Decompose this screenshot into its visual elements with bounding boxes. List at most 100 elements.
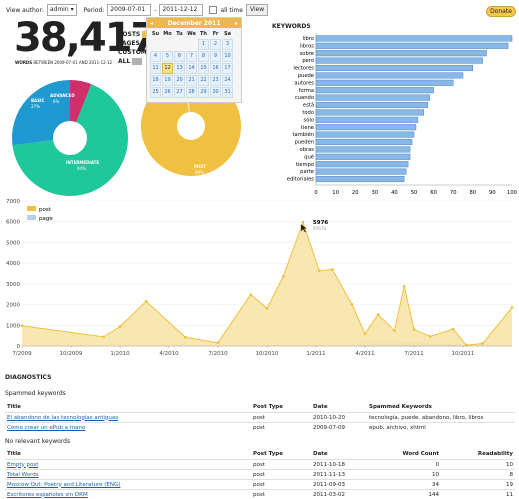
calendar-day[interactable]: 22	[198, 75, 209, 86]
calendar-day[interactable]: 15	[198, 63, 209, 74]
calendar-day[interactable]: 14	[186, 63, 197, 74]
diagnostics-title: DIAGNOSTICS	[5, 374, 51, 381]
series-post-point[interactable]	[282, 275, 285, 278]
calendar-day[interactable]: 7	[186, 51, 197, 62]
calendar-day[interactable]: 12	[162, 63, 173, 74]
keyword-bar[interactable]	[316, 124, 416, 130]
series-post-point[interactable]	[413, 328, 416, 331]
keyword-bar[interactable]	[316, 176, 404, 182]
view-button[interactable]: View	[246, 4, 268, 16]
weekday-label: We	[186, 30, 197, 38]
calendar-day[interactable]: 20	[174, 75, 185, 86]
series-post-point[interactable]	[511, 306, 514, 309]
cell-date: 2011-09-03	[311, 480, 367, 490]
keyword-bar[interactable]	[316, 154, 410, 160]
alltime-checkbox[interactable]	[209, 6, 217, 14]
calendar-day[interactable]: 3	[222, 39, 233, 50]
calendar-day[interactable]: 6	[174, 51, 185, 62]
keyword-bar[interactable]	[316, 117, 418, 123]
series-post-point[interactable]	[145, 300, 148, 303]
donate-button[interactable]: Donate	[486, 6, 516, 17]
keyword-bar[interactable]	[316, 95, 430, 101]
calendar-day[interactable]: 2	[210, 39, 221, 50]
series-post-point[interactable]	[302, 221, 305, 224]
calendar-day[interactable]: 23	[210, 75, 221, 86]
calendar-day[interactable]: 10	[222, 51, 233, 62]
calendar-day[interactable]: 11	[150, 63, 161, 74]
weekday-label: Sa	[222, 30, 233, 38]
calendar-day[interactable]: 27	[174, 87, 185, 98]
series-post-point[interactable]	[331, 268, 334, 271]
cell-readability: 19	[441, 480, 515, 490]
series-post-point[interactable]	[364, 332, 367, 335]
keyword-bar[interactable]	[316, 43, 508, 49]
calendar-day[interactable]: 13	[174, 63, 185, 74]
series-post-point[interactable]	[184, 336, 187, 339]
keyword-bar[interactable]	[316, 169, 406, 175]
calendar-day[interactable]: 18	[150, 75, 161, 86]
calendar-day[interactable]: 30	[210, 87, 221, 98]
cell-word-count: 34	[367, 480, 441, 490]
series-post-point[interactable]	[452, 328, 455, 331]
calendar-day[interactable]: 1	[198, 39, 209, 50]
calendar-day[interactable]: 19	[162, 75, 173, 86]
keyword-bar[interactable]	[316, 65, 473, 71]
series-post-point[interactable]	[266, 307, 269, 310]
keyword-bar[interactable]	[316, 110, 424, 116]
keyword-label: está	[303, 102, 314, 109]
calendar-day[interactable]: 21	[186, 75, 197, 86]
keyword-bar[interactable]	[316, 102, 428, 108]
post-link[interactable]: El abandono de las tecnologías antiguas	[5, 413, 251, 423]
calendar-day[interactable]: 28	[186, 87, 197, 98]
keyword-bar[interactable]	[316, 36, 512, 42]
post-link[interactable]: Cómo crear un ePub a mano	[5, 423, 251, 433]
series-post-point[interactable]	[377, 313, 380, 316]
keyword-label: tiempo	[296, 162, 314, 168]
keyword-bar[interactable]	[316, 132, 414, 138]
calendar-day[interactable]: 24	[222, 75, 233, 86]
next-month-icon[interactable]: ▸	[235, 20, 238, 27]
calendar-day[interactable]: 26	[162, 87, 173, 98]
series-post-point[interactable]	[403, 285, 406, 288]
post-link[interactable]: Empty post	[5, 460, 251, 470]
keyword-bar[interactable]	[316, 139, 412, 145]
post-link[interactable]: Moscow Out: Poetry and Literature (ENG)	[5, 480, 251, 490]
calendar-day[interactable]: 5	[162, 51, 173, 62]
calendar-day[interactable]: 17	[222, 63, 233, 74]
calendar-day[interactable]: 29	[198, 87, 209, 98]
keyword-bar[interactable]	[316, 73, 463, 79]
keyword-label: todo	[302, 110, 314, 116]
calendar-day[interactable]: 25	[150, 87, 161, 98]
series-post-point[interactable]	[119, 325, 122, 328]
series-post-point[interactable]	[217, 341, 220, 344]
calendar-day[interactable]: 31	[222, 87, 233, 98]
keywords-chart: librolibrossobreperolectorespuedeautores…	[272, 31, 518, 199]
series-post-point[interactable]	[318, 269, 321, 272]
calendar-day[interactable]: 9	[210, 51, 221, 62]
calendar-day[interactable]: 4	[150, 51, 161, 62]
keyword-bar[interactable]	[316, 58, 483, 64]
series-post-point[interactable]	[102, 335, 105, 338]
series-post-point[interactable]	[249, 293, 252, 296]
keyword-bar[interactable]	[316, 80, 453, 86]
keyword-bar[interactable]	[316, 147, 410, 153]
col-post-type: Post Type	[251, 449, 311, 460]
series-post-point[interactable]	[351, 303, 354, 306]
keyword-bar[interactable]	[316, 161, 408, 167]
series-post-point[interactable]	[393, 329, 396, 332]
series-post-point[interactable]	[481, 342, 484, 345]
cell-post-type: post	[251, 423, 311, 433]
series-post-point[interactable]	[21, 324, 24, 327]
keyword-bar[interactable]	[316, 87, 434, 93]
post-link[interactable]: Total Words	[5, 470, 251, 480]
prev-month-icon[interactable]: ◂	[150, 20, 153, 27]
series-post-point[interactable]	[429, 335, 432, 338]
keyword-bar[interactable]	[316, 50, 487, 56]
period-to-input[interactable]: 2011-12-12	[159, 4, 203, 16]
period-dash: -	[154, 7, 156, 14]
calendar-day[interactable]: 8	[198, 51, 209, 62]
keyword-label: tiene	[301, 125, 314, 131]
calendar-day[interactable]: 16	[210, 63, 221, 74]
